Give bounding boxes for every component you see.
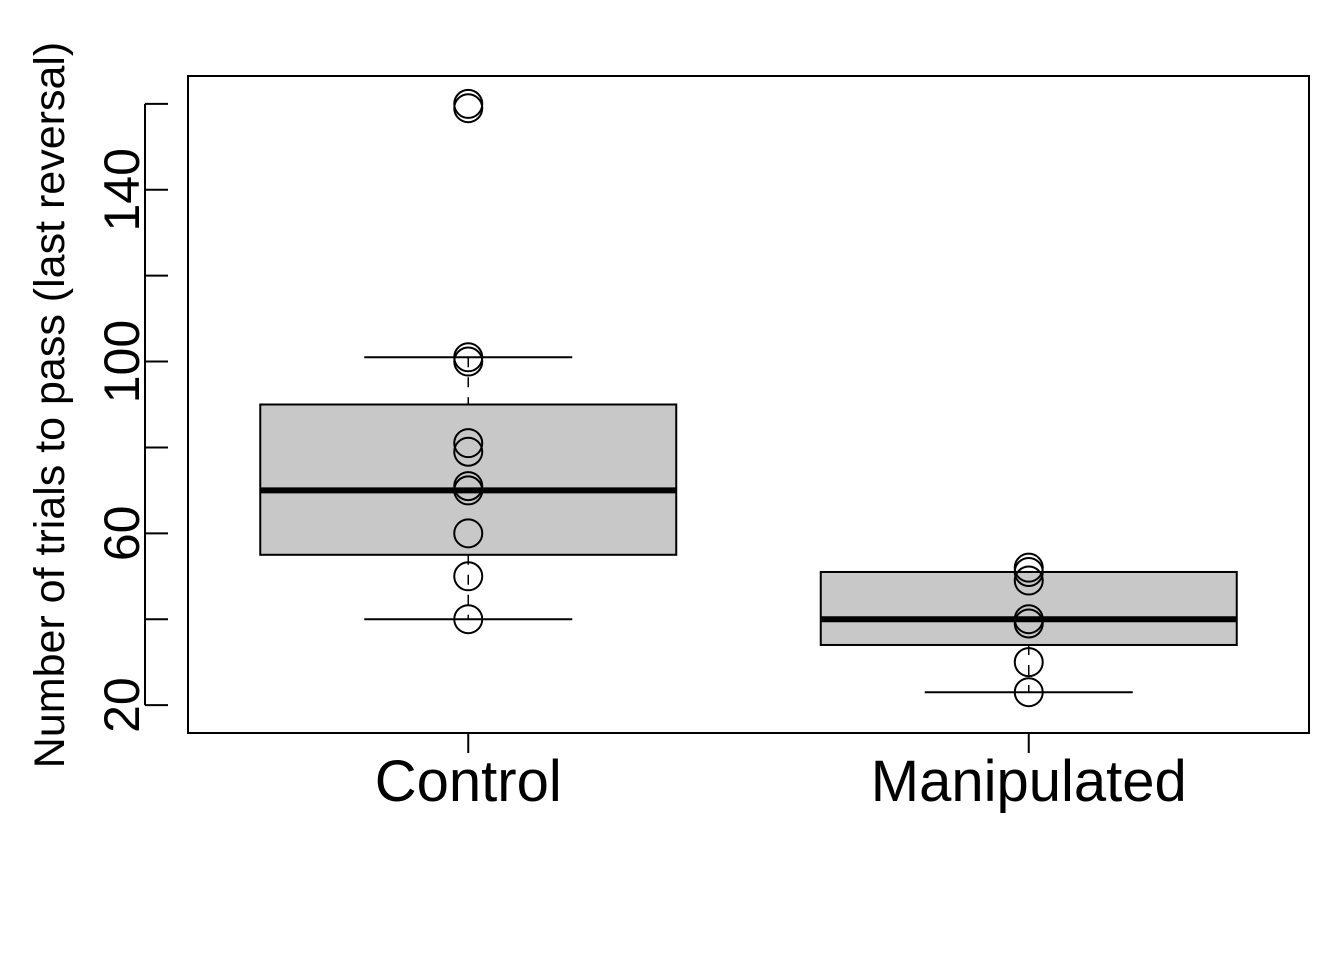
points-layer [453,88,1044,708]
data-point [453,342,484,373]
data-point [1013,677,1044,708]
box-manipulated [819,570,1238,694]
x-axis: Control Manipulated [375,733,1187,814]
plot-area-frame [187,75,1310,734]
data-point [453,471,484,502]
y-tick-label: 20 [94,677,150,733]
data-point [453,436,484,467]
data-point [453,604,484,635]
x-tick-label: Control [375,749,562,814]
y-tick-label: 60 [94,506,150,562]
data-point [453,561,484,592]
y-tick-label: 140 [94,148,150,231]
iqr-box [259,403,678,556]
data-point [453,88,484,119]
data-point [1013,565,1044,596]
y-axis-label: Number of trials to pass (last reversal) [26,42,74,768]
data-point [1013,647,1044,678]
y-tick-label: 100 [94,320,150,403]
box-control [259,356,678,621]
data-point [453,428,484,459]
data-point [1013,552,1044,583]
boxes-layer [259,356,1238,694]
x-tick-label: Manipulated [871,749,1187,814]
y-axis: 20 60 100 140 [94,102,168,733]
data-point [1013,604,1044,635]
data-point [453,518,484,549]
